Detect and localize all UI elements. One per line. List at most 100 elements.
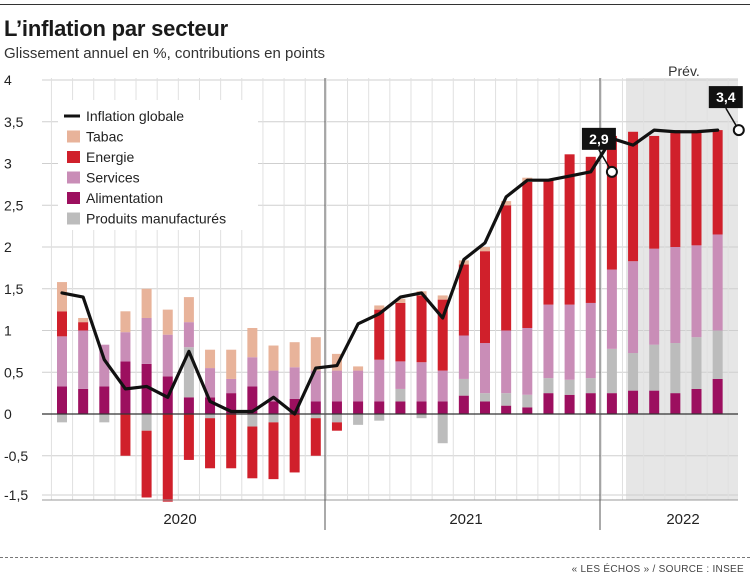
- bar-alimentation: [458, 395, 469, 414]
- bar-tabac: [395, 298, 406, 303]
- bottom-rule: [0, 557, 750, 558]
- bar-manufactures: [57, 414, 67, 423]
- bar-alimentation: [691, 388, 702, 414]
- bar-alimentation: [649, 390, 660, 414]
- bar-services: [99, 344, 110, 387]
- bar-tabac: [480, 247, 490, 252]
- bar-manufactures: [670, 343, 681, 394]
- inflation-chart: Prév. 4 3,5 3 2,5 2 1,5 1 0,5 0 -0,5 -1,5 2020 2021 2…: [4, 63, 745, 530]
- y-tick-label: 0: [4, 406, 12, 422]
- year-label: 2022: [666, 511, 699, 528]
- bar-alimentation: [564, 394, 575, 414]
- bar-services: [480, 343, 490, 394]
- bar-manufactures: [353, 414, 364, 425]
- bar-energie: [289, 414, 300, 473]
- callout-marker: [732, 124, 745, 137]
- bar-energie: [183, 414, 194, 460]
- bar-manufactures: [99, 414, 110, 423]
- callout-marker: [605, 165, 618, 178]
- bar-services: [205, 368, 216, 398]
- year-label: 2020: [163, 511, 196, 528]
- bar-manufactures: [543, 378, 554, 394]
- bar-tabac: [353, 366, 364, 371]
- bar-alimentation: [353, 401, 364, 414]
- bar-energie: [331, 422, 342, 431]
- bar-services: [585, 302, 596, 379]
- bar-services: [522, 327, 533, 395]
- bar-energie: [268, 422, 279, 480]
- bar-alimentation: [606, 393, 617, 414]
- bar-services: [289, 367, 300, 399]
- bar-alimentation: [522, 407, 533, 414]
- bar-manufactures: [606, 348, 617, 394]
- bar-energie: [141, 430, 152, 498]
- bar-services: [374, 359, 385, 402]
- bar-tabac: [310, 337, 321, 371]
- y-tick-label: 2: [4, 239, 12, 255]
- bar-energie: [310, 418, 321, 456]
- legend-swatch-energie: [67, 151, 80, 163]
- bar-tabac: [78, 317, 89, 323]
- legend-label: Produits manufacturés: [86, 211, 226, 227]
- bar-manufactures: [416, 414, 427, 419]
- bar-tabac: [268, 345, 279, 371]
- bar-alimentation: [289, 398, 300, 414]
- bar-alimentation: [205, 397, 216, 414]
- bar-manufactures: [628, 353, 639, 391]
- bar-energie: [162, 414, 173, 502]
- legend-swatch-alimentation: [67, 192, 80, 204]
- bar-energie: [691, 132, 702, 246]
- bar-manufactures: [310, 414, 321, 419]
- bar-alimentation: [437, 401, 448, 414]
- bar-energie: [606, 135, 617, 270]
- bar-manufactures: [585, 378, 596, 394]
- bar-services: [501, 330, 512, 394]
- bar-alimentation: [374, 401, 385, 414]
- legend-background: [58, 100, 258, 230]
- bar-alimentation: [183, 397, 194, 414]
- bar-services: [606, 269, 617, 349]
- bar-services: [310, 370, 321, 402]
- bar-tabac: [247, 327, 258, 358]
- bar-tabac: [57, 282, 67, 312]
- legend-label: Energie: [86, 149, 134, 165]
- bar-energie: [205, 418, 216, 469]
- legend-swatch-tabac: [67, 130, 80, 143]
- legend-label: Tabac: [86, 129, 123, 145]
- bar-energie: [501, 205, 512, 331]
- bar-alimentation: [670, 393, 681, 414]
- bar-energie: [120, 414, 131, 456]
- page-title: L’inflation par secteur: [4, 16, 229, 41]
- bar-services: [628, 261, 639, 354]
- bar-tabac: [183, 297, 194, 323]
- callout-box: [581, 127, 616, 150]
- legend-label: Inflation globale: [86, 108, 184, 124]
- bar-services: [437, 370, 448, 402]
- y-tick-label: 3,5: [4, 114, 24, 130]
- bar-energie: [543, 179, 554, 305]
- bar-tabac: [374, 305, 385, 310]
- bar-tabac: [226, 349, 237, 379]
- bar-alimentation: [226, 393, 237, 414]
- callout-label: 3,4: [716, 89, 736, 105]
- bar-tabac: [437, 295, 448, 300]
- bar-services: [649, 248, 660, 345]
- bar-manufactures: [141, 414, 152, 431]
- bar-energie: [395, 302, 406, 362]
- callout-label: 2,9: [589, 131, 609, 147]
- bar-alimentation: [78, 388, 89, 414]
- bar-energie: [670, 130, 681, 247]
- bar-alimentation: [268, 401, 279, 414]
- bar-manufactures: [458, 378, 469, 396]
- bar-services: [247, 357, 258, 387]
- bar-manufactures: [183, 347, 194, 398]
- bar-services: [78, 330, 89, 389]
- bar-manufactures: [247, 414, 258, 427]
- legend-label: Alimentation: [86, 190, 163, 206]
- y-tick-label: -0,5: [4, 448, 28, 464]
- bar-alimentation: [712, 378, 723, 414]
- bar-manufactures: [437, 414, 448, 444]
- bars: [57, 130, 723, 502]
- bar-alimentation: [57, 386, 67, 414]
- bar-energie: [247, 426, 258, 479]
